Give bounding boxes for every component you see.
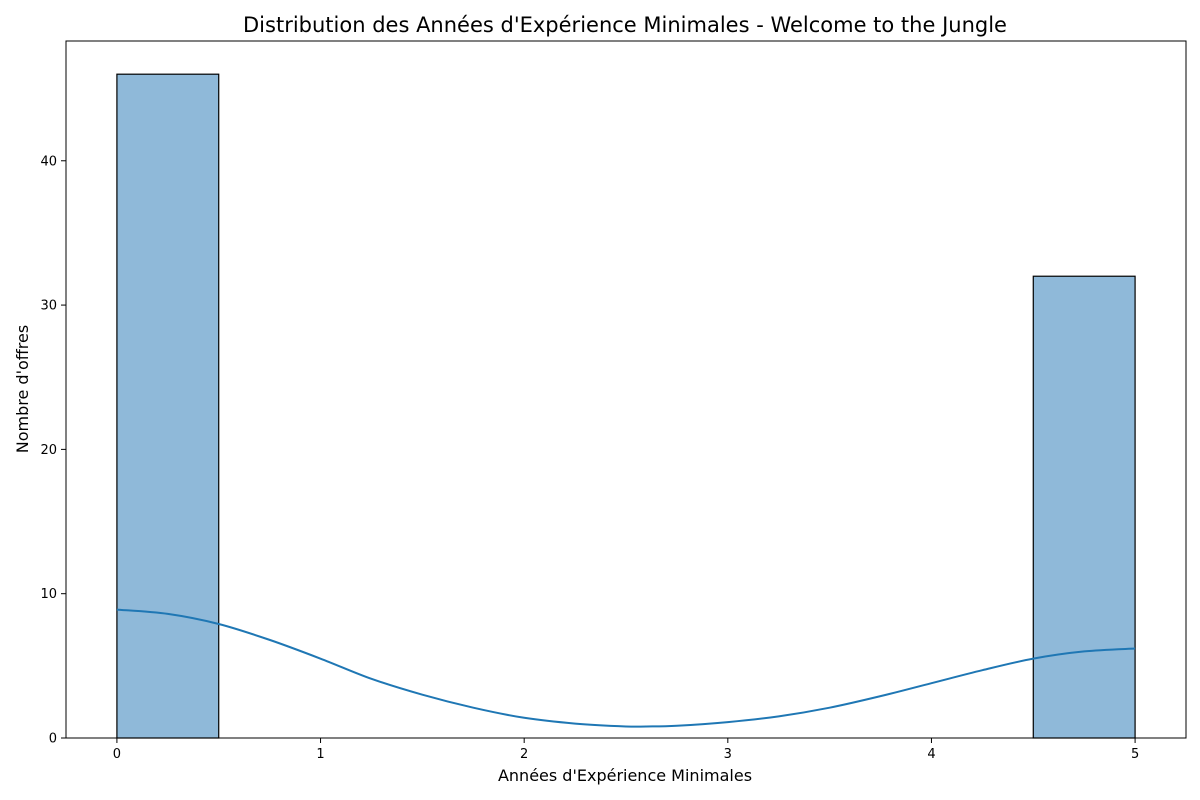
x-axis-label: Années d'Expérience Minimales <box>498 766 752 785</box>
x-tick-label: 3 <box>724 747 732 762</box>
y-axis-ticks: 0 10 20 30 40 <box>40 154 66 747</box>
y-tick-label: 10 <box>40 587 57 602</box>
plot-frame <box>65 40 1187 739</box>
x-tick-label: 1 <box>316 747 324 762</box>
kde-line <box>116 608 1136 728</box>
y-tick-label: 40 <box>40 154 57 169</box>
y-axis-label: Nombre d'offres <box>13 325 32 453</box>
chart-title: Distribution des Années d'Expérience Min… <box>243 13 1007 37</box>
x-axis-ticks: 0 1 2 3 4 5 <box>113 738 1139 762</box>
bars-group <box>116 73 1136 739</box>
x-tick-label: 0 <box>113 747 121 762</box>
y-tick-label: 0 <box>49 732 57 747</box>
x-tick-label: 4 <box>927 747 935 762</box>
y-tick-label: 20 <box>40 443 57 458</box>
x-tick-label: 2 <box>520 747 528 762</box>
y-tick-label: 30 <box>40 299 57 314</box>
histogram-bar-0 <box>116 73 220 739</box>
histogram-bar-9 <box>1032 275 1136 739</box>
x-tick-label: 5 <box>1131 747 1139 762</box>
